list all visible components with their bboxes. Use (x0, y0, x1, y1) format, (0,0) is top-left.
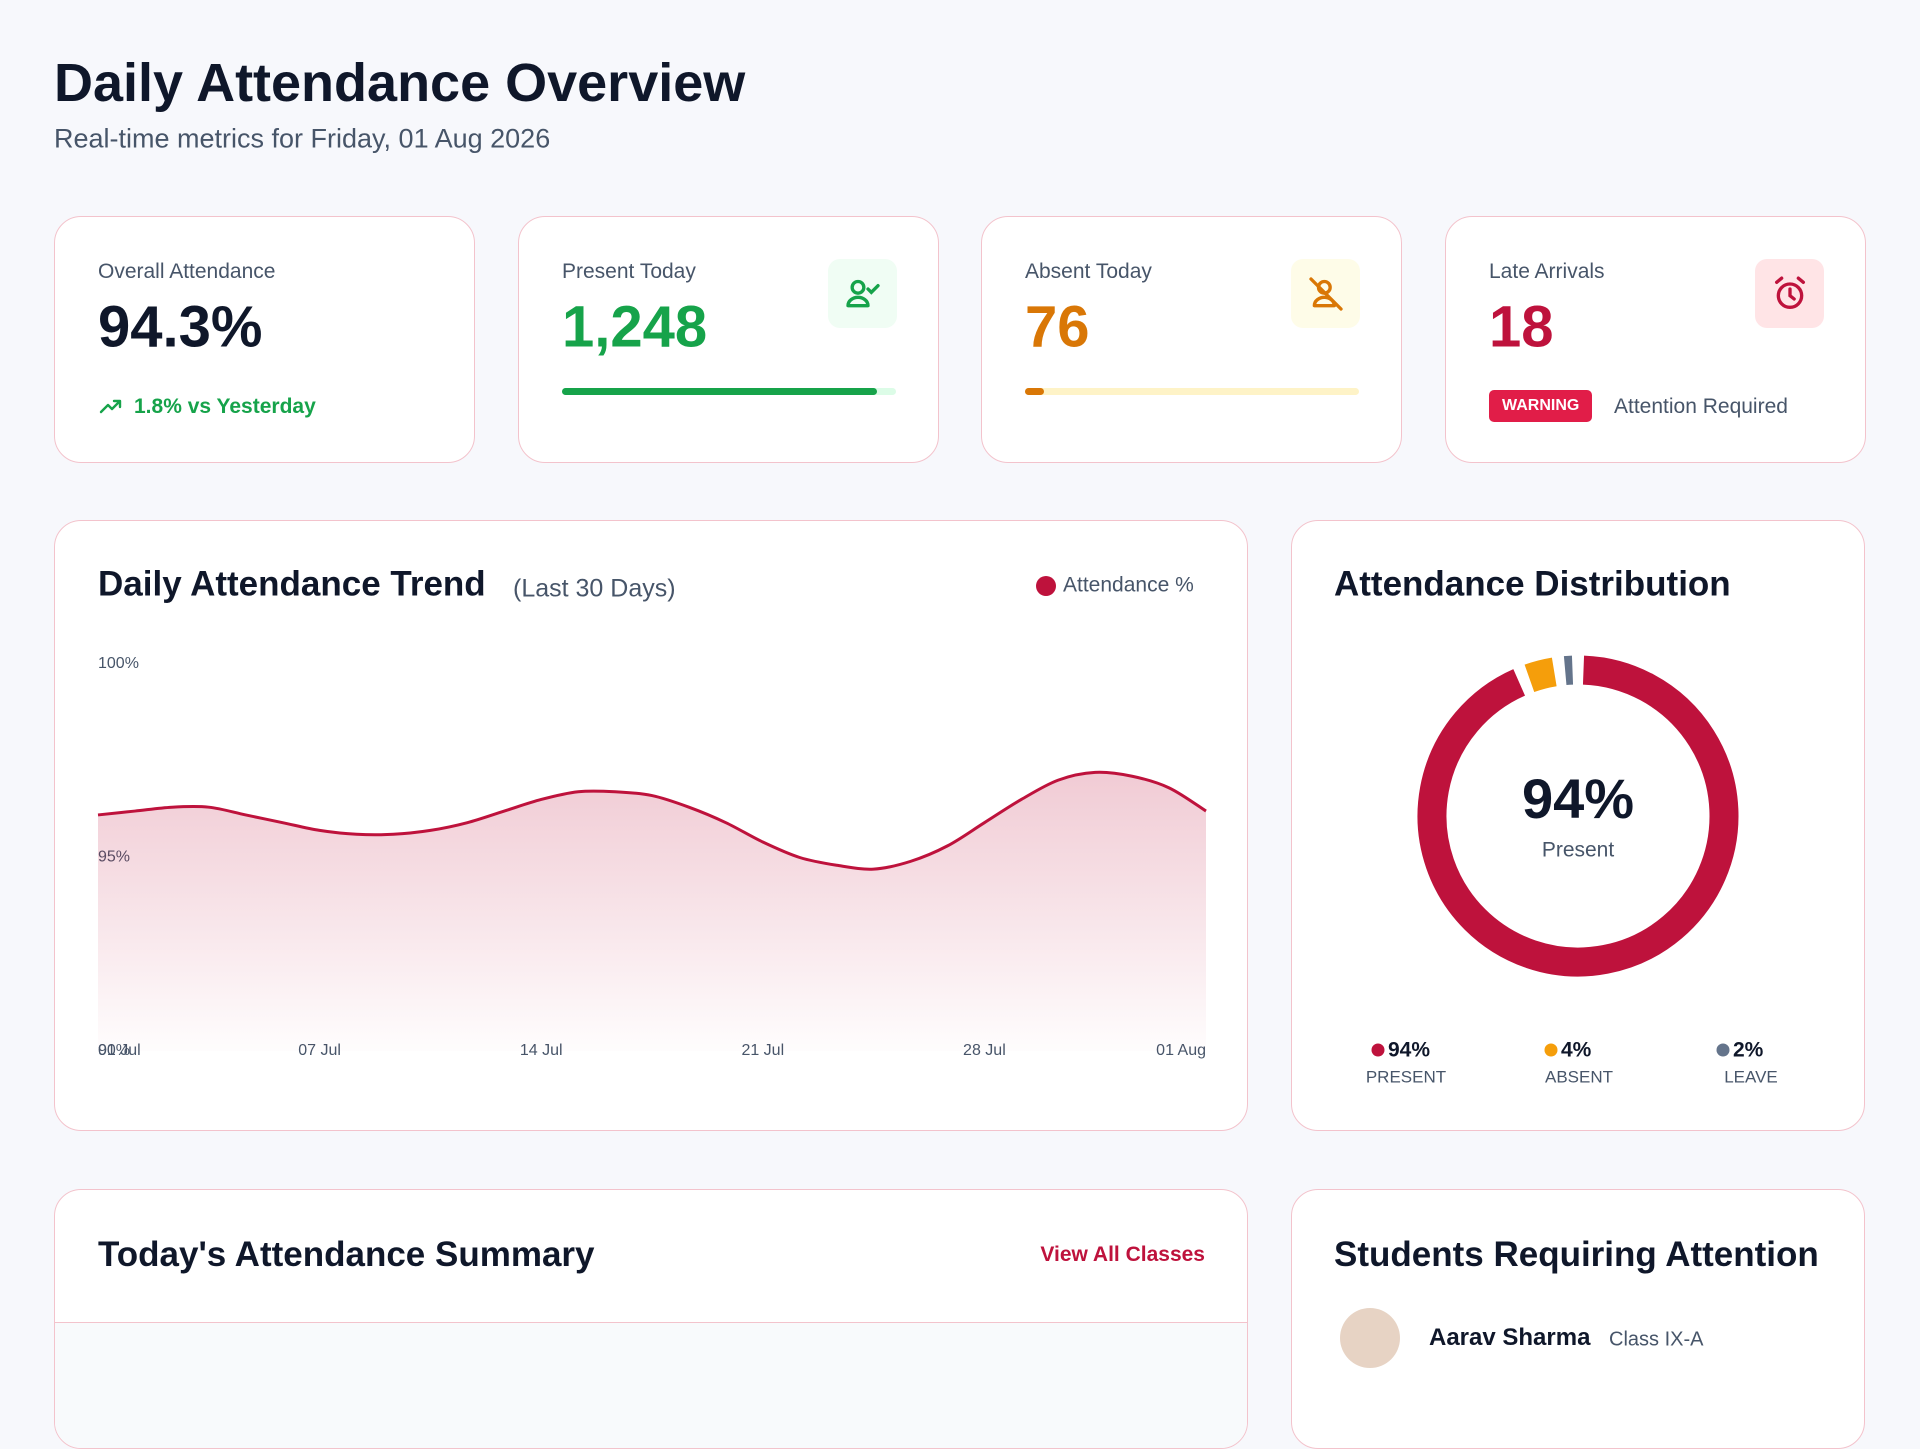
table-header (55, 1322, 1248, 1449)
absent-icon (1306, 274, 1346, 314)
donut-segment (1529, 672, 1554, 678)
progress-bar (1025, 388, 1044, 395)
center-label: Present (1542, 839, 1615, 862)
card-title: Today's Attendance Summary (98, 1235, 595, 1275)
legend-label: ABSENT (1545, 1067, 1613, 1086)
icon-box (1291, 259, 1360, 328)
icon-box (1755, 259, 1824, 328)
student-class: Class IX-A (1609, 1329, 1703, 1352)
kpi-note: Attention Required (1614, 395, 1788, 419)
legend-label: LEAVE (1724, 1067, 1778, 1086)
trend-chart: Daily Attendance Trend (Last 30 Days) At… (55, 521, 1248, 1131)
kpi-label: Absent Today (1025, 260, 1152, 284)
attention-card: Students Requiring Attention Aarav Sharm… (1291, 1189, 1865, 1449)
kpi-value: 76 (1025, 294, 1090, 361)
warning-badge: WARNING (1489, 390, 1592, 422)
chart-title: Daily Attendance Trend (98, 564, 486, 603)
student-avatar (1340, 1308, 1400, 1368)
page-subtitle: Real-time metrics for Friday, 01 Aug 202… (54, 124, 550, 155)
legend-value: 2% (1733, 1039, 1764, 1062)
late-icon (1770, 274, 1810, 314)
legend-value: 4% (1561, 1039, 1592, 1062)
legend-marker (1545, 1044, 1558, 1057)
progress-track (562, 388, 896, 395)
y-tick-label: 100% (98, 655, 139, 672)
progress-track (1025, 388, 1359, 395)
kpi-label: Late Arrivals (1489, 260, 1605, 284)
progress-bar (562, 388, 877, 395)
view-all-link[interactable]: View All Classes (1040, 1243, 1205, 1267)
trend-card: Daily Attendance Trend (Last 30 Days) At… (54, 520, 1248, 1131)
area-fill (98, 772, 1206, 1051)
summary-card: Today's Attendance Summary View All Clas… (54, 1189, 1248, 1449)
trend-icon (98, 394, 124, 418)
kpi-card: Present Today 1,248 (518, 216, 939, 463)
page-title: Daily Attendance Overview (54, 52, 745, 114)
kpi-value: 94.3% (98, 294, 262, 361)
kpi-card: Late Arrivals 18 WARNING Attention Requi… (1445, 216, 1866, 463)
legend-marker (1372, 1044, 1385, 1057)
kpi-value: 18 (1489, 294, 1554, 361)
legend-marker (1036, 576, 1056, 596)
page: Daily Attendance Overview {"header": {"t… (0, 0, 1920, 1349)
kpi-card: Overall Attendance 94.3% 1.8% vs Yesterd… (54, 216, 475, 463)
chart-subtitle: (Last 30 Days) (513, 575, 676, 603)
kpi-label: Present Today (562, 260, 696, 284)
present-icon (843, 274, 883, 314)
legend-value: 94% (1388, 1039, 1430, 1062)
legend-marker (1717, 1044, 1730, 1057)
donut-chart: Attendance Distribution 94% Present 94% P… (1292, 521, 1865, 1131)
distribution-card: Attendance Distribution 94% Present 94% P… (1291, 520, 1865, 1131)
icon-box (828, 259, 897, 328)
legend-label: PRESENT (1366, 1067, 1446, 1086)
kpi-card: Absent Today 76 (981, 216, 1402, 463)
kpi-label: Overall Attendance (98, 260, 275, 284)
center-value: 94% (1522, 767, 1634, 830)
card-title: Students Requiring Attention (1334, 1235, 1819, 1275)
student-name: Aarav Sharma (1429, 1324, 1590, 1352)
kpi-trend: 1.8% vs Yesterday (134, 395, 316, 419)
legend-label: Attendance % (1063, 574, 1194, 597)
body: Daily Attendance Overview Real-time metr… (0, 0, 1920, 1349)
chart-title: Attendance Distribution (1334, 564, 1731, 603)
kpi-value: 1,248 (562, 294, 707, 361)
